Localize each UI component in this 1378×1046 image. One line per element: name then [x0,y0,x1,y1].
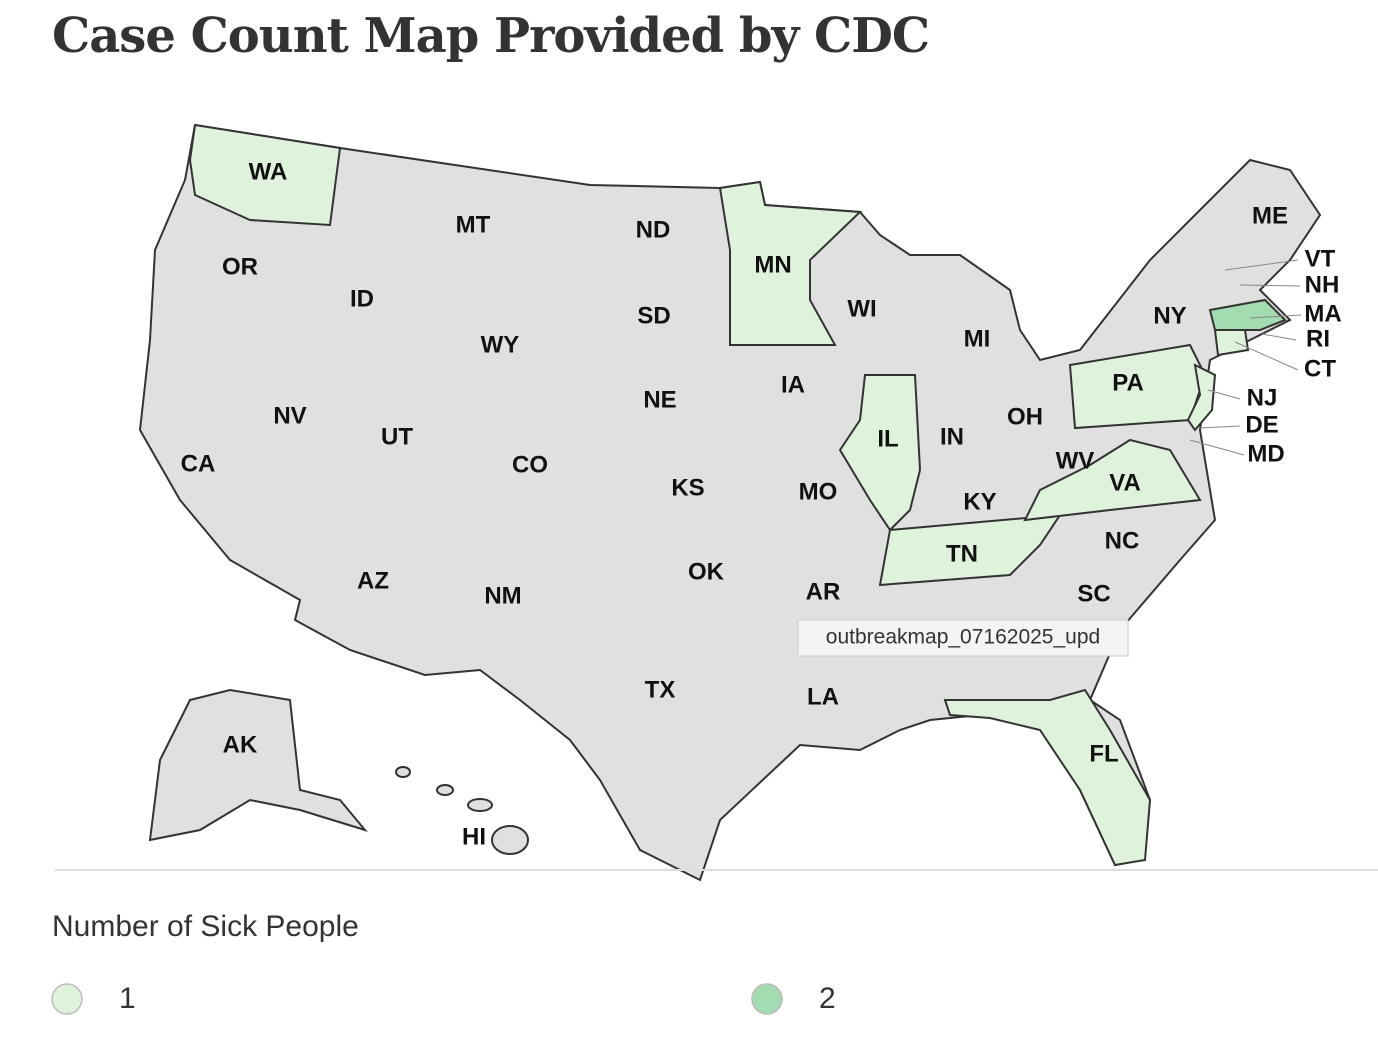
title: Case Count Map Provided by CDC [52,8,930,64]
state-label: WY [481,331,520,358]
state-label: HI [462,823,486,850]
state-label: CA [181,450,216,477]
leader-line [1207,389,1241,400]
land [138,123,1322,882]
legend-label: 1 [119,982,136,1015]
state-label: DE [1245,411,1278,438]
state-label: NV [273,402,306,429]
us-outline [138,123,1322,882]
state-label: WA [249,158,288,185]
state-label: TN [946,540,978,567]
leader-line [1199,425,1241,429]
state-label: WI [847,295,876,322]
state-label: NY [1153,302,1186,329]
state-label: TX [645,676,676,703]
leader-line [1224,259,1299,271]
tooltip: outbreakmap_07162025_upd [797,619,1129,657]
state-area [1068,343,1207,430]
state-label: AK [223,731,258,758]
case-states [188,123,1287,867]
state-label: NJ [1247,384,1278,411]
state-label: ND [636,216,671,243]
state-label: IL [877,425,898,452]
legend-swatch [751,983,783,1015]
state-label: ME [1252,202,1288,229]
state-area [718,180,863,346]
hawaii [491,825,529,855]
state-label: WV [1056,447,1095,474]
state-label: PA [1112,369,1144,396]
state-label: ID [350,285,374,312]
legend-title: Number of Sick People [52,910,359,943]
state-label: VA [1109,469,1141,496]
state-label: NC [1105,527,1140,554]
hawaii [436,784,454,796]
state-label: LA [807,683,839,710]
hawaii [467,798,493,812]
state-label: MN [754,251,791,278]
state-label: NH [1305,271,1340,298]
tooltip-box [797,619,1129,657]
hawaii [395,766,411,778]
leader-line [1189,439,1245,456]
state-label: KS [671,474,704,501]
state-area [943,688,1152,867]
tooltip-text: outbreakmap_07162025_upd [826,626,1100,649]
state-label: SD [637,302,670,329]
state-labels: WA OR CA NV ID MT WY UT AZ CO NM ND SD NE KS OK TX MN IA MO… [181,158,1342,850]
state-area [1186,363,1217,432]
state-label: NM [484,582,521,609]
state-area [188,123,342,227]
state-label: AR [806,578,841,605]
state-label: CT [1304,355,1336,382]
legend-swatch [51,983,83,1015]
alaska [148,688,368,842]
leader-line [1249,314,1302,319]
state-label: MI [964,325,991,352]
state-label: OR [222,253,258,280]
state-label: CO [512,451,548,478]
state-label: MT [456,211,491,238]
legend-label: 2 [819,982,836,1015]
state-label: KY [963,488,996,515]
state-label: UT [381,423,413,450]
state-label: OH [1007,403,1043,430]
state-label: OK [688,558,725,585]
leader-line [1239,284,1301,287]
state-label: IA [781,371,805,398]
state-label: MA [1304,300,1341,327]
state-area [1023,438,1202,522]
state-label: AZ [357,567,389,594]
state-label: NE [643,386,676,413]
leader-line [1261,333,1297,341]
state-label: MD [1247,440,1284,467]
state-area [1213,329,1250,357]
leader-line [1234,341,1299,371]
state-label: SC [1077,580,1110,607]
state-label: RI [1306,325,1330,352]
state-label: FL [1089,740,1118,767]
state-label: VT [1305,245,1336,272]
state-label: MO [799,478,838,505]
state-label: IN [940,423,964,450]
state-area [1208,298,1287,331]
